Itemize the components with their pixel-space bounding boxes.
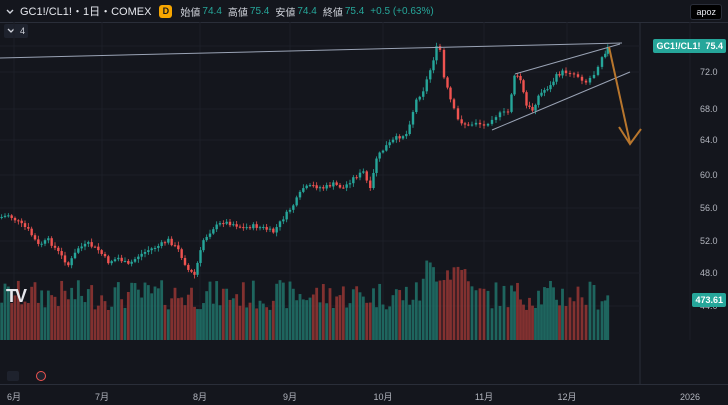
symbol-title[interactable]: GC1!/CL1!・1日・COMEX xyxy=(20,6,152,18)
y-tick-label: 72.0 xyxy=(700,67,718,77)
x-tick-label: 9月 xyxy=(283,392,297,402)
x-tick-label: 10月 xyxy=(373,392,392,402)
record-button[interactable] xyxy=(36,371,46,381)
close-value: 75.4 xyxy=(344,5,365,17)
exchange-badge: D xyxy=(159,4,173,18)
indicator-toggle[interactable]: 4 xyxy=(4,24,28,38)
settings-button[interactable] xyxy=(7,371,19,381)
open-label: 始値 xyxy=(180,7,201,19)
time-axis: 6月 7月 8月 9月 10月 11月 12月 2026 xyxy=(7,392,700,402)
y-tick-label: 48.0 xyxy=(700,268,718,278)
price-tag-symbol: GC1!/CL1! xyxy=(656,41,701,51)
channel-upper-line[interactable] xyxy=(514,43,621,75)
low-value: 74.4 xyxy=(297,5,317,17)
x-tick-label: 11月 xyxy=(475,392,493,402)
price-axis: 76.072.068.064.060.056.052.048.044.0 xyxy=(700,41,718,311)
y-tick-label: 60.0 xyxy=(700,170,718,180)
y-tick-label: 64.0 xyxy=(700,135,718,145)
x-tick-label: 8月 xyxy=(193,392,207,402)
down-arrow-annotation[interactable] xyxy=(608,46,642,146)
long-trendline[interactable] xyxy=(0,42,623,59)
chevron-down-icon xyxy=(7,28,15,33)
open-value: 74.4 xyxy=(202,5,222,17)
channel-lower-line[interactable] xyxy=(491,71,631,131)
y-tick-label: 52.0 xyxy=(700,236,718,246)
y-tick-label: 68.0 xyxy=(700,104,718,114)
high-value: 75.4 xyxy=(249,5,270,17)
y-tick-label: 56.0 xyxy=(700,203,718,213)
x-tick-label: 7月 xyxy=(95,392,109,402)
change-value: +0.5 (+0.63%) xyxy=(370,5,434,17)
symbol-header: GC1!/CL1!・1日・COMEX D 始値 74.4 高値 75.4 安値 74.… xyxy=(0,0,640,22)
collapse-icon[interactable] xyxy=(4,5,16,17)
x-tick-label: 12月 xyxy=(557,392,576,402)
volume-tag: 473.61 xyxy=(692,293,726,307)
x-tick-label: 6月 xyxy=(7,392,21,402)
indicator-count: 4 xyxy=(19,26,25,36)
low-label: 安値 xyxy=(275,7,296,19)
user-badge[interactable]: apoz xyxy=(690,4,722,20)
price-tag-value: 75.4 xyxy=(705,41,723,51)
high-label: 高値 xyxy=(227,7,248,19)
candles xyxy=(0,42,609,279)
price-tag: GC1!/CL1! 75.4 xyxy=(653,39,726,53)
grid xyxy=(0,22,691,340)
close-label: 終値 xyxy=(322,7,343,19)
x-tick-label: 2026 xyxy=(680,392,700,402)
tradingview-logo: TV xyxy=(6,286,27,306)
volume-bars xyxy=(0,260,610,340)
